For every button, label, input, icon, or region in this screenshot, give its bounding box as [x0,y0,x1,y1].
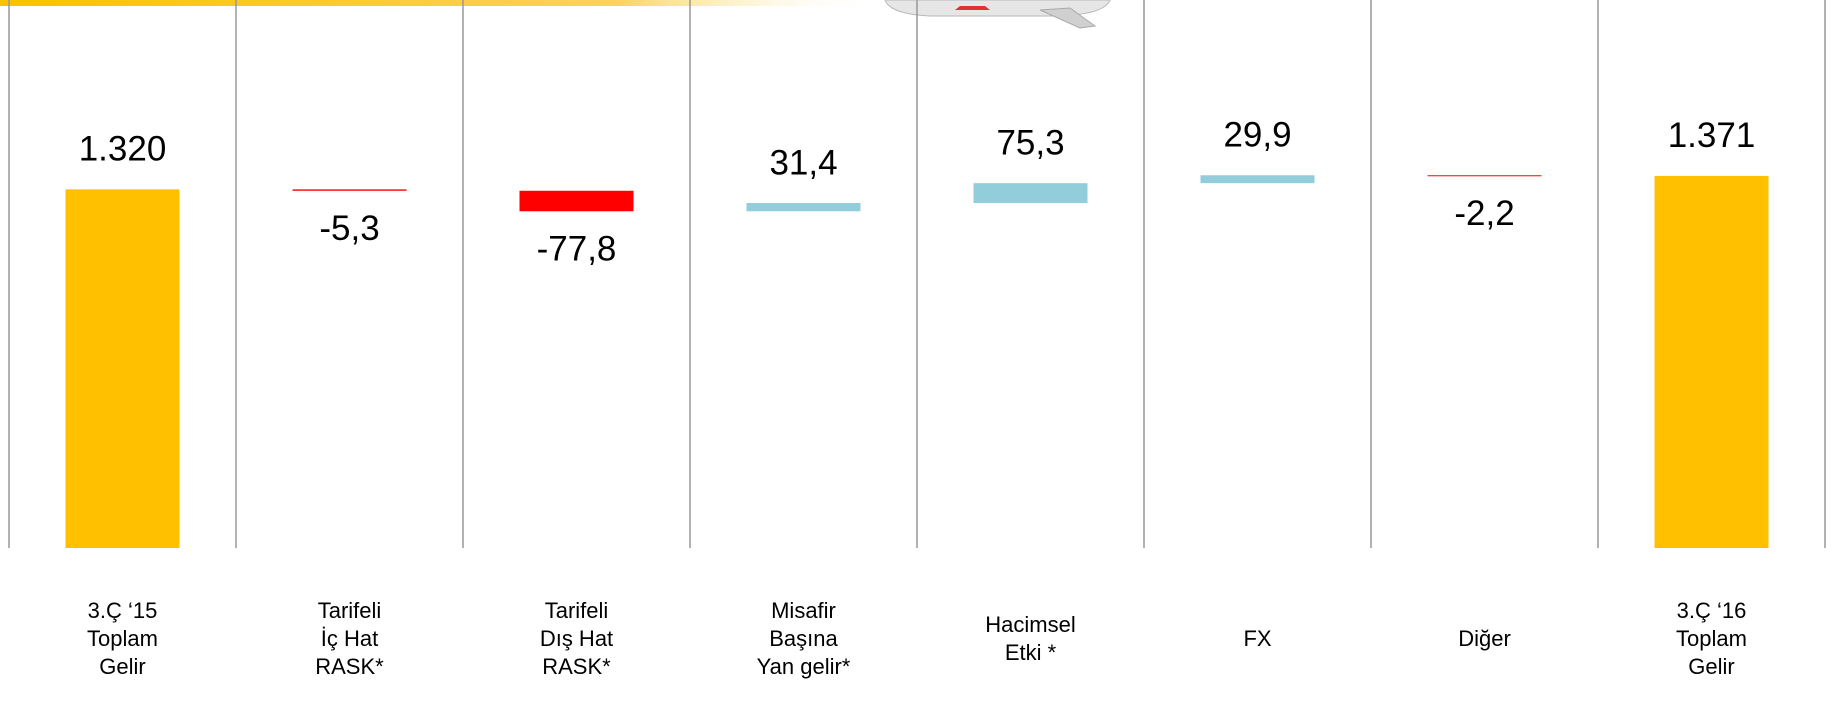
category-label: Dış Hat [540,626,613,651]
header-stripe [0,0,880,6]
category-label: Gelir [1688,654,1734,679]
category-label: Tarifeli [545,598,609,623]
bar [65,189,180,548]
category-label: Gelir [99,654,145,679]
value-label: -2,2 [1454,194,1514,233]
category-label: 3.Ç ‘15 [88,598,158,623]
category-label: İç Hat [321,626,378,651]
bar [292,189,407,191]
category-label: Tarifeli [318,598,382,623]
category-label: RASK* [315,654,384,679]
category-label: 3.Ç ‘16 [1677,598,1747,623]
bar [519,190,634,212]
value-label: 29,9 [1223,116,1291,155]
category-label: Toplam [1676,626,1747,651]
bar [1427,175,1542,177]
bar [1200,175,1315,184]
bar [1654,175,1769,548]
category-label: FX [1243,626,1271,651]
bar [746,203,861,212]
category-label: Etki * [1005,640,1057,665]
value-label: 31,4 [769,143,837,182]
value-label: 1.320 [79,130,167,169]
value-label: 1.371 [1668,116,1756,155]
airplane-icon [884,0,1111,29]
value-label: -5,3 [319,209,379,248]
value-label: -77,8 [537,230,617,269]
category-label: Yan gelir* [757,654,851,679]
category-label: Misafir [771,598,836,623]
category-label: RASK* [542,654,611,679]
category-label: Başına [769,626,838,651]
value-label: 75,3 [996,123,1064,162]
category-label: Diğer [1458,626,1511,651]
bar [973,183,1088,204]
category-label: Hacimsel [985,612,1075,637]
category-label: Toplam [87,626,158,651]
